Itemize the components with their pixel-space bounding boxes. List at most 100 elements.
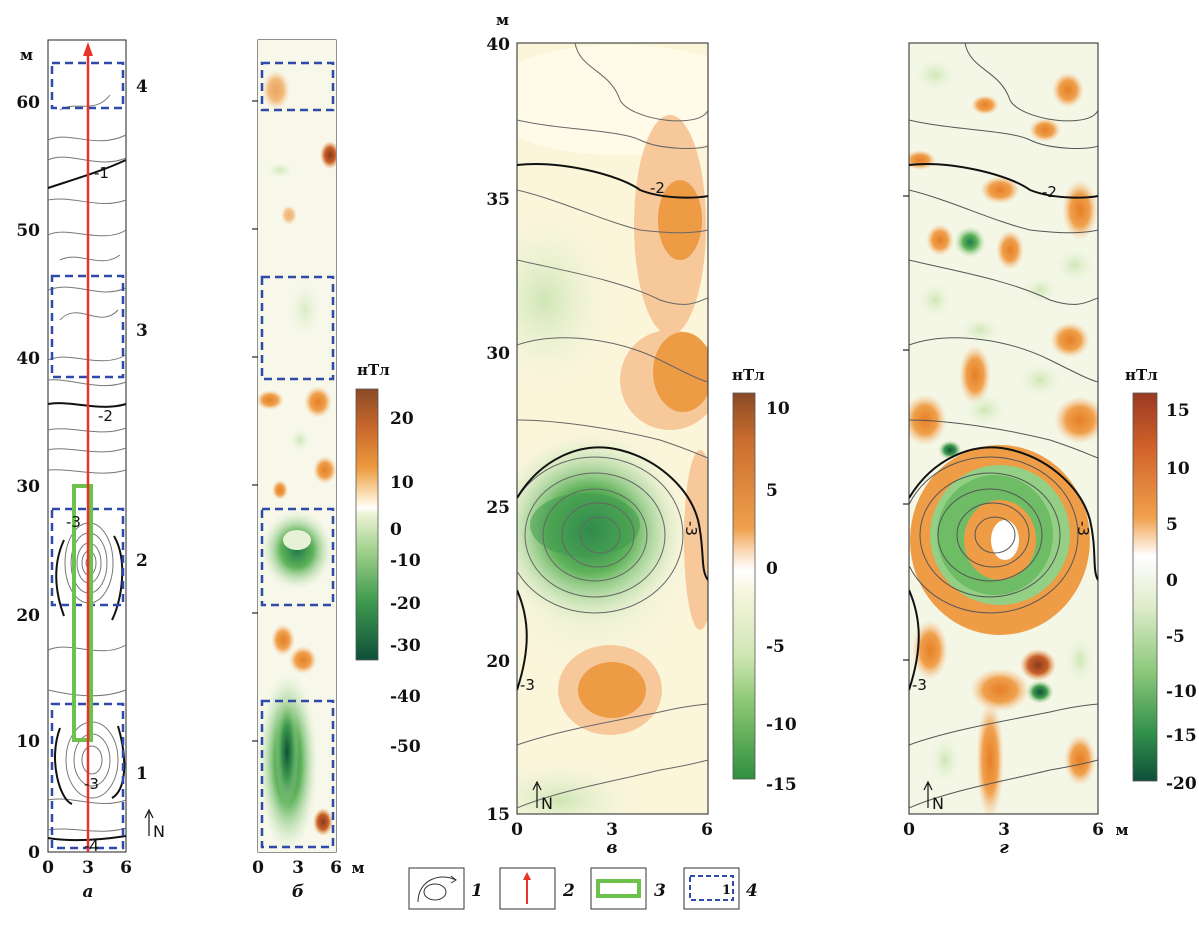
panel-g-contours (909, 43, 1098, 809)
y-tick-label: 40 (16, 349, 40, 369)
legend-number: 3 (654, 881, 666, 901)
contour-label: -2 (1042, 183, 1057, 201)
zone-label: 2 (136, 551, 148, 571)
colorbar-tick: 10 (1166, 459, 1190, 479)
panel-v-frame (516, 42, 709, 815)
legend-item-4: 1 4 (683, 867, 758, 910)
panel-v-y-ticks: 15 20 25 30 35 40 (486, 35, 510, 825)
contour-label: -3 (520, 676, 535, 694)
x-tick-label: 6 (701, 820, 713, 840)
panel-g-y-ticks (903, 195, 909, 661)
x-tick-label: 0 (511, 820, 523, 840)
x-tick-label: 3 (82, 858, 94, 878)
y-tick-label: 60 (16, 93, 40, 113)
legend-item-3: 3 (590, 867, 666, 910)
north-label: N (153, 822, 165, 841)
colorbar-tick: -20 (1166, 774, 1197, 794)
x-tick-label: 6 (120, 858, 132, 878)
profile-arrowhead-icon (83, 42, 93, 56)
zone-4-rect (50, 61, 125, 110)
panel-b-zones (260, 61, 335, 849)
colorbar-tick: -20 (390, 594, 421, 614)
legend-number: 4 (746, 881, 758, 901)
north-arrow-icon: N (532, 780, 553, 813)
panel-v-y-unit: м (496, 11, 509, 29)
contour-label: -3 (912, 676, 927, 694)
colorbar-tick: -15 (766, 775, 797, 795)
contour-label: -3 (682, 521, 700, 536)
north-arrow-icon: N (144, 808, 165, 841)
colorbar-tick: 10 (766, 399, 790, 419)
x-tick-label: 0 (252, 858, 264, 878)
contour-label: -3 (1074, 521, 1092, 536)
panel-a-letter: а (82, 882, 93, 902)
x-tick-label: 0 (903, 820, 915, 840)
x-unit-label: м (351, 859, 364, 877)
contour-label: -4 (84, 837, 99, 855)
y-tick-label: 50 (16, 221, 40, 241)
green-rectangle-icon (596, 879, 641, 898)
zone-3-rect (50, 274, 125, 379)
colorbar-tick: -15 (1166, 726, 1197, 746)
dashed-zone-icon (689, 875, 734, 901)
contour-label: -2 (98, 407, 113, 425)
colorbar-tick: -5 (1166, 627, 1185, 647)
y-tick-label: 10 (16, 732, 40, 752)
y-tick-label: 20 (16, 606, 40, 626)
colorbar-tick: -10 (766, 715, 797, 735)
panel-v-field (517, 43, 708, 814)
panel-a-contours (47, 94, 127, 832)
x-tick-label: 3 (292, 858, 304, 878)
north-arrow-icon: N (923, 780, 944, 813)
panel-g-frame (908, 42, 1099, 815)
panel-g-letter: г (999, 838, 1009, 858)
contour-label: -2 (650, 179, 665, 197)
panel-a-y-unit: м (20, 46, 33, 64)
legend-item-1: 1 (408, 867, 483, 910)
panel-b: 0 3 6 м б (252, 39, 365, 902)
panel-b-field (258, 40, 336, 852)
colorbar-tick: -50 (390, 737, 421, 757)
colorbar-tick: 0 (390, 520, 402, 540)
panel-a-y-ticks: 0 10 20 30 40 50 60 (16, 93, 40, 863)
x-tick-label: 6 (330, 858, 342, 878)
colorbar-tick: 0 (1166, 571, 1178, 591)
colorbar-unit: нТл (1125, 366, 1158, 384)
legend-number: 2 (562, 881, 575, 901)
y-tick-label: 0 (28, 843, 40, 863)
colorbar-tick: -10 (390, 551, 421, 571)
zone-label: 1 (136, 764, 148, 784)
contour-label: -3 (66, 513, 81, 531)
contour-lines-icon (417, 875, 457, 903)
panel-v: -2 -3 -3 N м 15 20 25 30 35 40 0 3 6 в (486, 11, 713, 858)
panel-v-bold-contours (517, 163, 708, 691)
panel-g-bold-contours (909, 163, 1098, 691)
panel-a: -1 -2 -3 -3 -4 м 0 10 20 30 40 50 60 0 3… (16, 39, 165, 902)
y-tick-label: 40 (486, 35, 510, 55)
y-tick-label: 15 (486, 805, 510, 825)
panel-a-bold-contours (47, 159, 127, 842)
legend-inner-number: 1 (722, 883, 731, 898)
legend: 1 2 3 1 4 (408, 867, 758, 910)
north-label: N (541, 794, 553, 813)
zone-label: 3 (136, 321, 148, 341)
target-rectangle (72, 484, 93, 742)
colorbar-tick: 5 (1166, 515, 1178, 535)
colorbar-tick: 5 (766, 481, 778, 501)
colorbar-tick: 20 (390, 409, 414, 429)
colorbar-tick: 10 (390, 473, 414, 493)
colorbar-2: нТл 10 5 0 -5 -10 -15 (732, 366, 797, 795)
north-label: N (932, 794, 944, 813)
panel-g: -2 -3 -3 N 0 3 6 м г (903, 42, 1129, 858)
x-tick-label: 3 (606, 820, 618, 840)
colorbar-unit: нТл (357, 361, 390, 379)
profile-arrow-icon (523, 872, 531, 904)
colorbar-3: нТл 15 10 5 0 -5 -10 -15 -20 (1125, 366, 1197, 794)
panel-b-y-ticks (252, 100, 258, 742)
x-tick-label: 3 (998, 820, 1010, 840)
legend-number: 1 (471, 881, 483, 901)
colorbar-tick: 0 (766, 559, 778, 579)
y-tick-label: 25 (486, 498, 510, 518)
colorbar-tick: -40 (390, 687, 421, 707)
